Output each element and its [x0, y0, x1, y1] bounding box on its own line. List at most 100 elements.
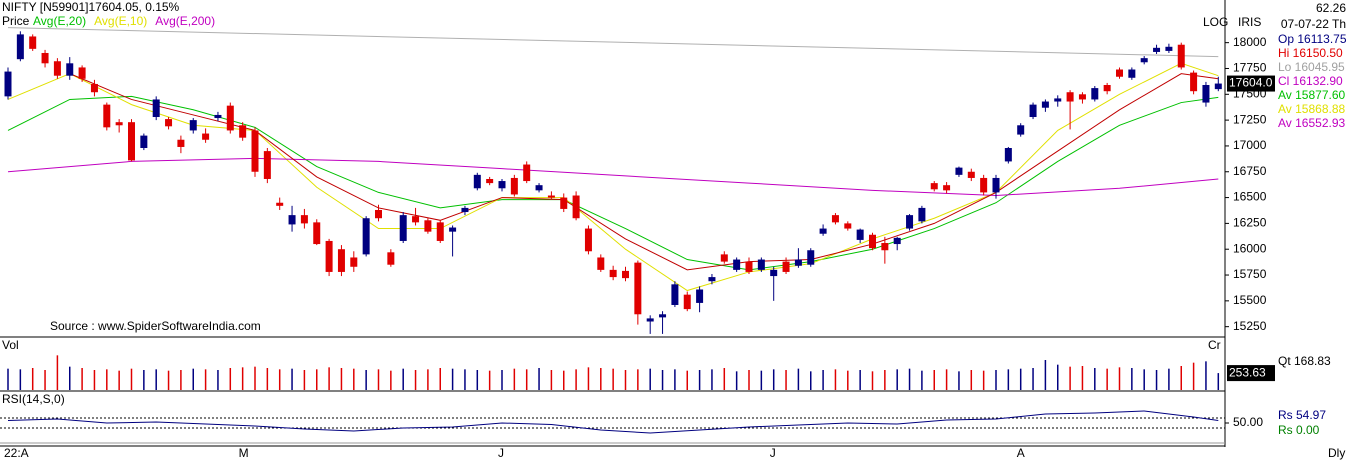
candle-body: [720, 254, 728, 262]
y-tick-label: 16500: [1233, 190, 1267, 204]
candle-body: [696, 289, 704, 303]
candle-body: [115, 122, 123, 126]
rs-label: Rs 0.00: [1278, 423, 1320, 437]
candle-body: [745, 261, 753, 272]
candle-body: [66, 63, 74, 76]
average-line: [7, 157, 1219, 197]
candle-body: [189, 120, 197, 131]
candle-body: [757, 259, 765, 270]
candle-body: [1165, 46, 1173, 51]
average-line: [7, 27, 1219, 58]
candle-body: [29, 36, 37, 49]
candle-body: [807, 250, 815, 265]
candle-body: [955, 167, 963, 175]
average-line: [7, 95, 1219, 271]
candle-body: [733, 259, 741, 270]
candle-body: [1078, 94, 1086, 100]
candle-body: [560, 197, 568, 209]
y-tick-label: 17000: [1233, 138, 1267, 152]
candle-body: [214, 114, 222, 119]
y-tick-label: 15250: [1233, 319, 1267, 333]
info-avg: Av 15868.88: [1278, 102, 1345, 116]
rsi-tick-label: 50.00: [1233, 415, 1263, 429]
candle-body: [1091, 88, 1099, 100]
info-avg: Av 16552.93: [1278, 116, 1345, 130]
candle-body: [128, 122, 135, 161]
candle-body: [202, 133, 210, 140]
price-box: [1227, 75, 1275, 92]
candle-body: [1177, 44, 1185, 68]
candle-body: [967, 171, 975, 178]
candle-body: [337, 249, 345, 272]
candle-body: [523, 164, 531, 182]
candle-body: [1103, 85, 1111, 92]
candle-body: [165, 119, 173, 127]
candle-body: [782, 261, 790, 272]
info-high: Hi 16150.50: [1278, 46, 1343, 60]
candle-body: [1214, 83, 1222, 90]
candle-body: [1116, 69, 1123, 77]
candle-body: [90, 83, 98, 93]
info-low: Lo 16045.95: [1278, 60, 1345, 74]
x-tick-label: M: [239, 446, 249, 460]
candle-body: [239, 125, 247, 138]
candle-body: [1029, 104, 1037, 118]
price-box-label: 17604.0: [1229, 76, 1273, 90]
candle-body: [943, 185, 951, 191]
x-tick-label: J: [498, 446, 504, 460]
candle-body: [584, 228, 592, 252]
info-value: 62.26: [1316, 1, 1346, 15]
candle-body: [362, 218, 370, 255]
y-tick-label: 16000: [1233, 241, 1267, 255]
average-line: [69, 73, 1219, 271]
candle-body: [819, 228, 827, 234]
legend-entry: Avg(E,10): [94, 14, 147, 28]
vol-label: Vol: [2, 338, 19, 352]
candle-body: [152, 99, 160, 118]
candle-body: [770, 269, 778, 277]
candle-body: [350, 257, 358, 267]
candle-body: [16, 34, 24, 60]
candle-body: [498, 181, 506, 189]
candle-body: [276, 202, 284, 206]
candle-body: [78, 67, 86, 79]
candle-body: [597, 257, 605, 270]
candle-body: [881, 243, 889, 251]
candle-body: [659, 314, 667, 318]
candle-body: [1202, 85, 1210, 103]
rs-label: Rs 54.97: [1278, 408, 1326, 422]
y-tick-label: 17750: [1233, 61, 1267, 75]
candle-body: [53, 61, 61, 76]
volume-box-label: 253.63: [1229, 365, 1266, 379]
candle-body: [609, 269, 617, 278]
candle-body: [288, 215, 296, 225]
candle-body: [918, 207, 926, 222]
candle-body: [41, 52, 49, 64]
info-date: 07-07-22 Th: [1281, 17, 1346, 31]
candle-body: [708, 277, 716, 282]
candle-body: [1066, 92, 1074, 102]
log-label: LOG: [1203, 15, 1228, 29]
candle-body: [683, 294, 691, 310]
candle-body: [399, 215, 407, 241]
candle-body: [831, 215, 839, 223]
candle-body: [1128, 69, 1136, 78]
candle-body: [473, 174, 481, 189]
source: Source : www.SpiderSoftwareIndia.com: [50, 319, 261, 333]
candle-body: [387, 252, 395, 265]
iris-label: IRIS: [1238, 15, 1261, 29]
candle-body: [794, 259, 802, 266]
candle-body: [671, 284, 679, 305]
candle-body: [1017, 125, 1025, 135]
candle-body: [486, 178, 494, 184]
candle-body: [140, 135, 148, 148]
header: NIFTY [N59901]17604.05, 0.15%: [2, 0, 180, 14]
candle-body: [844, 223, 852, 229]
candle-body: [547, 195, 555, 198]
candle-body: [325, 240, 333, 272]
candle-body: [436, 222, 444, 241]
cr-label: Cr: [1208, 338, 1221, 352]
candle-body: [4, 71, 12, 97]
average-line: [7, 62, 1219, 292]
candle-body: [646, 318, 654, 322]
